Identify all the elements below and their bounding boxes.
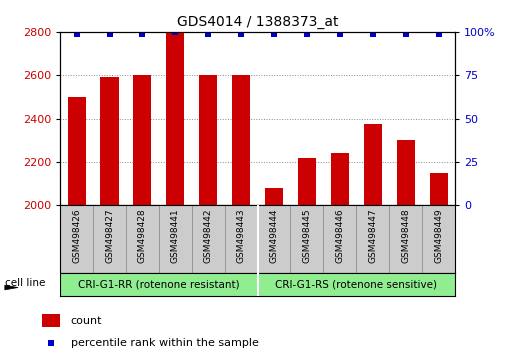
Point [369, 31, 377, 36]
Point [237, 31, 245, 36]
Text: CRI-G1-RR (rotenone resistant): CRI-G1-RR (rotenone resistant) [78, 279, 240, 289]
Point [270, 31, 278, 36]
Bar [331, 153, 349, 205]
Point [47, 340, 55, 346]
Point [435, 31, 443, 36]
Text: GSM498448: GSM498448 [401, 209, 410, 263]
Text: GSM498449: GSM498449 [434, 209, 443, 263]
Text: GSM498442: GSM498442 [204, 209, 213, 263]
Point [171, 29, 179, 35]
Bar [100, 78, 119, 205]
Text: GSM498447: GSM498447 [368, 209, 377, 263]
Bar [265, 188, 283, 205]
Point [105, 31, 113, 36]
Text: cell line: cell line [5, 278, 45, 288]
Text: GSM498428: GSM498428 [138, 209, 147, 263]
Text: GSM498441: GSM498441 [171, 209, 180, 263]
Bar [232, 75, 250, 205]
Bar [298, 158, 316, 205]
Bar [363, 124, 382, 205]
Point [402, 31, 410, 36]
Bar [199, 75, 217, 205]
Text: CRI-G1-RS (rotenone sensitive): CRI-G1-RS (rotenone sensitive) [275, 279, 437, 289]
Point [303, 31, 311, 36]
Text: GSM498427: GSM498427 [105, 209, 114, 263]
Bar [67, 97, 86, 205]
Point [336, 31, 344, 36]
Text: GSM498443: GSM498443 [236, 209, 246, 263]
Bar [42, 314, 60, 327]
Title: GDS4014 / 1388373_at: GDS4014 / 1388373_at [177, 16, 338, 29]
Point [138, 31, 146, 36]
Text: count: count [71, 316, 102, 326]
Bar [133, 75, 152, 205]
Text: GSM498445: GSM498445 [302, 209, 311, 263]
Bar [396, 140, 415, 205]
Text: GSM498446: GSM498446 [335, 209, 344, 263]
Bar [166, 32, 185, 205]
Point [72, 31, 81, 36]
Text: percentile rank within the sample: percentile rank within the sample [71, 338, 258, 348]
Text: GSM498426: GSM498426 [72, 209, 81, 263]
Polygon shape [5, 285, 18, 290]
Point [204, 31, 212, 36]
Text: GSM498444: GSM498444 [269, 209, 279, 263]
Bar [429, 173, 448, 205]
